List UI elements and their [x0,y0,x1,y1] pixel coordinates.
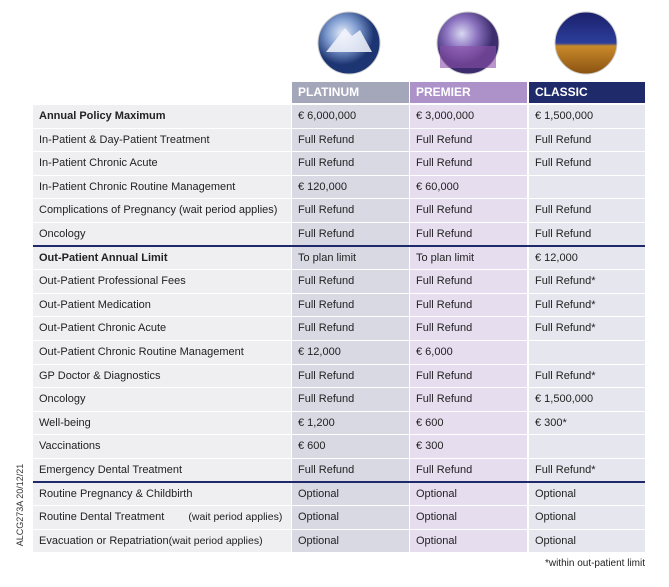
plan-value: Full Refund [292,128,409,152]
plan-value: Optional [529,506,645,529]
column-header: PREMIER [410,82,527,103]
plan-value: Full Refund [410,152,527,175]
plan-value: € 12,000 [529,246,645,270]
row-note: (wait period applies) [168,534,263,547]
plan-value: Full Refund [292,223,409,246]
plan-value: Full Refund [292,293,409,317]
plan-value: Full Refund [292,270,409,293]
plan-value: € 1,500,000 [529,105,645,128]
plan-value: To plan limit [410,246,527,270]
plan-value: Optional [410,529,527,553]
row-label: Routine Dental Treatment (wait period app… [33,506,291,529]
plan-value: Optional [292,529,409,553]
plan-value: Full Refund [529,128,645,152]
row-label: Evacuation or Repatriation(wait period a… [33,529,291,553]
plan-value: € 12,000 [292,341,409,364]
plan-icons [317,11,618,75]
row-label: Out-Patient Chronic Acute [33,317,291,340]
plan-value: € 600 [292,435,409,458]
plan-value: € 300* [529,411,645,435]
row-label: Emergency Dental Treatment [33,459,291,482]
plan-value: Full Refund [410,317,527,340]
plan-value: Full Refund [410,293,527,317]
plan-value: Full Refund [410,128,527,152]
row-label: Well-being [33,411,291,435]
plan-value: Full Refund [529,223,645,246]
row-label: Out-Patient Chronic Routine Management [33,341,291,364]
section-divider [33,481,645,484]
plan-value: € 3,000,000 [410,105,527,128]
row-label: Routine Pregnancy & Childbirth [33,482,291,506]
row-label: Vaccinations [33,435,291,458]
plan-value: To plan limit [292,246,409,270]
plan-value: Full Refund* [529,317,645,340]
plan-value: Optional [410,506,527,529]
plan-value: Full Refund [410,199,527,222]
row-label: Annual Policy Maximum [33,105,291,128]
row-label: Complications of Pregnancy (wait period … [33,199,291,222]
row-label: GP Doctor & Diagnostics [33,364,291,388]
plan-value: Full Refund [410,388,527,411]
row-label: Oncology [33,223,291,246]
row-label: In-Patient Chronic Acute [33,152,291,175]
plan-value: Full Refund* [529,270,645,293]
plan-value: € 60,000 [410,175,527,199]
plan-value: € 6,000 [410,341,527,364]
plan-value: Full Refund [292,388,409,411]
row-label: In-Patient Chronic Routine Management [33,175,291,199]
plan-value: Optional [529,529,645,553]
plan-value: Full Refund* [529,364,645,388]
plan-value: Full Refund [529,152,645,175]
plan-value: Full Refund* [529,459,645,482]
plan-value [529,341,645,364]
footnote: *within out-patient limit [544,558,645,569]
row-label: Out-Patient Medication [33,293,291,317]
plan-value: Full Refund [292,199,409,222]
lavender [440,46,496,68]
plan-value: Optional [292,506,409,529]
mountain [326,28,372,52]
plan-value: Full Refund [410,270,527,293]
plan-value: € 6,000,000 [292,105,409,128]
plan-value: Full Refund* [529,293,645,317]
column-header: PLATINUM [292,82,409,103]
plan-value: Optional [410,482,527,506]
classic-icon [554,11,618,75]
plan-value: € 120,000 [292,175,409,199]
row-label: Out-Patient Professional Fees [33,270,291,293]
row-note: (wait period applies) [188,511,283,524]
plan-value: Full Refund [410,223,527,246]
plan-value: € 300 [410,435,527,458]
side-code: ALCG273A 20/12/21 [15,463,25,547]
plan-value: Full Refund [292,317,409,340]
row-label: Oncology [33,388,291,411]
plan-value [529,435,645,458]
plan-value: Full Refund [292,459,409,482]
plan-value: Full Refund [410,364,527,388]
row-label: In-Patient & Day-Patient Treatment [33,128,291,152]
plan-value: Full Refund [292,152,409,175]
plan-value: Full Refund [292,364,409,388]
plan-value: € 1,500,000 [529,388,645,411]
plan-value: Full Refund [529,199,645,222]
row-label: Out-Patient Annual Limit [33,246,291,270]
plan-value: Optional [292,482,409,506]
column-header: CLASSIC [529,82,645,103]
plan-value [529,175,645,199]
section-divider [33,245,645,248]
plan-value: Optional [529,482,645,506]
plan-value: € 1,200 [292,411,409,435]
plan-value: Full Refund [410,459,527,482]
plan-value: € 600 [410,411,527,435]
